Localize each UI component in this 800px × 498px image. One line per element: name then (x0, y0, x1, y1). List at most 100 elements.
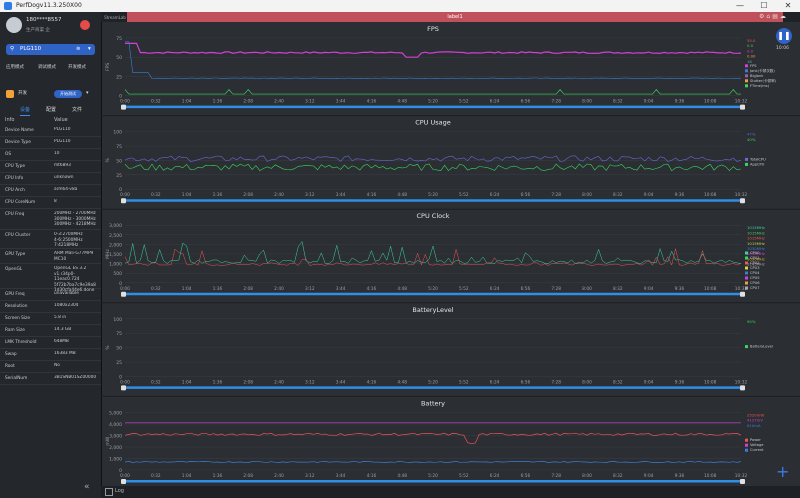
right-value: 47% (747, 132, 756, 137)
info-key: Swap (5, 352, 17, 357)
x-tick-label: 4:16 (367, 473, 377, 479)
add-chart-button[interactable]: + (776, 462, 790, 481)
x-tick-label: 5:52 (459, 379, 469, 385)
x-tick-label: 0:00 (120, 473, 130, 479)
time-scrollbar (125, 105, 741, 109)
title-bar: PerfDogv11.3.250X00 — ☐ ✕ (0, 0, 800, 12)
log-checkbox[interactable] (105, 488, 113, 496)
x-tick-label: 8:00 (582, 99, 592, 105)
x-tick-label: 0:32 (151, 286, 161, 292)
y-tick-label: 100 (113, 317, 122, 323)
x-tick-label: 1:36 (213, 99, 223, 105)
scroll-handle-right (740, 198, 745, 204)
x-tick-label: 5:20 (428, 473, 438, 479)
x-tick-label: 10:32 (735, 379, 748, 385)
y-tick-label: 75 (116, 36, 122, 42)
info-row: GPU Freq unavailable (0, 289, 101, 301)
legend-swatch (745, 162, 748, 166)
app-select[interactable]: 开发 开始测试 ▾ (4, 88, 97, 100)
x-tick-label: 9:36 (675, 192, 685, 198)
tab-streamlab[interactable]: StreamLab (104, 15, 126, 20)
legend-swatch (745, 448, 748, 452)
info-key: CPU Info (5, 176, 24, 181)
x-tick-label: 2:08 (243, 286, 253, 292)
legend-swatch (745, 438, 748, 442)
device-name: PLG110 (20, 46, 42, 52)
pause-button[interactable]: ❚❚ (776, 28, 792, 44)
info-value: OpenGL ES 3.2 v1.r34p0-11eac0.724 5f72b7… (54, 266, 96, 294)
right-value: 1030MHz (747, 246, 765, 251)
info-value: arm64-v8a (54, 187, 78, 192)
x-tick-label: 8:32 (613, 473, 623, 479)
info-value: PLG110 (54, 139, 71, 144)
avatar[interactable] (6, 17, 22, 33)
legend-entry: CPU5 (750, 276, 760, 280)
right-value: 40% (747, 137, 756, 142)
info-value: mt6893 (54, 163, 71, 168)
chart-batterylevel: BatteryLevel 0 25 50 75 100% 0:00 0:32 1:04 1:36 2… (101, 306, 800, 397)
y-tick-label: 50 (116, 346, 122, 352)
info-value: unavailable (54, 291, 79, 296)
chart-title: CPU Usage (415, 119, 451, 127)
info-key: Root (5, 364, 15, 369)
record-button[interactable] (80, 20, 90, 30)
x-tick-label: 7:28 (551, 473, 561, 479)
y-tick-label: 75 (116, 331, 122, 337)
info-key: Device Type (5, 140, 31, 145)
collapse-sidebar-icon[interactable]: « (84, 482, 90, 492)
maximize-button[interactable]: ☐ (760, 1, 768, 10)
x-tick-label: 6:24 (490, 286, 500, 292)
minimize-button[interactable]: — (736, 1, 744, 10)
tab-config[interactable]: 配置 (46, 107, 57, 113)
legend-entry: CPU6 (750, 281, 760, 285)
legend-entry: FTime(ms) (750, 84, 770, 88)
info-key: Ram Size (5, 328, 25, 333)
info-key: CPU CoreNum (5, 200, 36, 205)
settings-icon[interactable]: ⚙ (759, 13, 767, 20)
x-tick-label: 1:36 (213, 286, 223, 292)
x-tick-label: 1:04 (182, 99, 192, 105)
chart-title: Battery (421, 399, 445, 407)
x-tick-label: 1:36 (213, 379, 223, 385)
home-icon[interactable]: ⌂ (766, 13, 773, 20)
x-tick-label: 0:00 (120, 99, 130, 105)
x-tick-label: 5:52 (459, 99, 469, 105)
x-tick-label: 3:12 (305, 286, 315, 292)
info-key: Device Name (5, 128, 34, 133)
info-value: 200MHz - 2700MHz 300MHz - 3000MHz 300MHz… (54, 211, 96, 228)
x-tick-label: 2:08 (243, 473, 253, 479)
tab-label1[interactable]: label1 (127, 12, 783, 22)
x-tick-label: 5:20 (428, 99, 438, 105)
tab-app-mode[interactable]: 应用模式 (6, 65, 24, 70)
tab-files[interactable]: 文件 (72, 107, 83, 113)
x-tick-label: 0:32 (151, 99, 161, 105)
user-profile: 180****8557 生产商渠 企 (0, 12, 101, 40)
info-row: OpenGL OpenGL ES 3.2 v1.r34p0-11eac0.724 … (0, 264, 101, 293)
scroll-handle-right (740, 479, 745, 484)
tab-dev-mode[interactable]: 开发模式 (68, 65, 86, 70)
x-tick-label: 3:12 (305, 192, 315, 198)
y-tick-label: 25 (116, 360, 122, 366)
close-button[interactable]: ✕ (784, 1, 792, 10)
legend-swatch (745, 266, 748, 270)
cloud-icon[interactable]: ☁ (779, 13, 788, 20)
x-tick-label: 4:16 (367, 192, 377, 198)
x-tick-label: 10:08 (704, 379, 717, 385)
x-tick-label: 10:32 (735, 286, 748, 292)
tab-device[interactable]: 设备 (20, 105, 31, 116)
right-value: 55.0 (747, 38, 756, 43)
scroll-handle-right (740, 385, 745, 391)
x-tick-label: 3:12 (305, 473, 315, 479)
x-tick-label: 6:56 (521, 473, 531, 479)
info-value: unknown (54, 175, 74, 180)
folder-icon[interactable]: ▤ (772, 13, 780, 20)
y-tick-label: 75 (116, 144, 122, 150)
legend-swatch (745, 443, 748, 447)
tab-debug-mode[interactable]: 调试模式 (38, 65, 56, 70)
start-test-button[interactable]: 开始测试 (54, 90, 82, 98)
info-row: Device Name PLG110 (0, 125, 101, 137)
y-tick-label: 0 (119, 94, 122, 100)
right-value: 2520mW (747, 412, 764, 417)
device-select[interactable]: ⚲ PLG110 ≋ ▾ (6, 44, 95, 55)
info-key: GPU Type (5, 252, 26, 257)
